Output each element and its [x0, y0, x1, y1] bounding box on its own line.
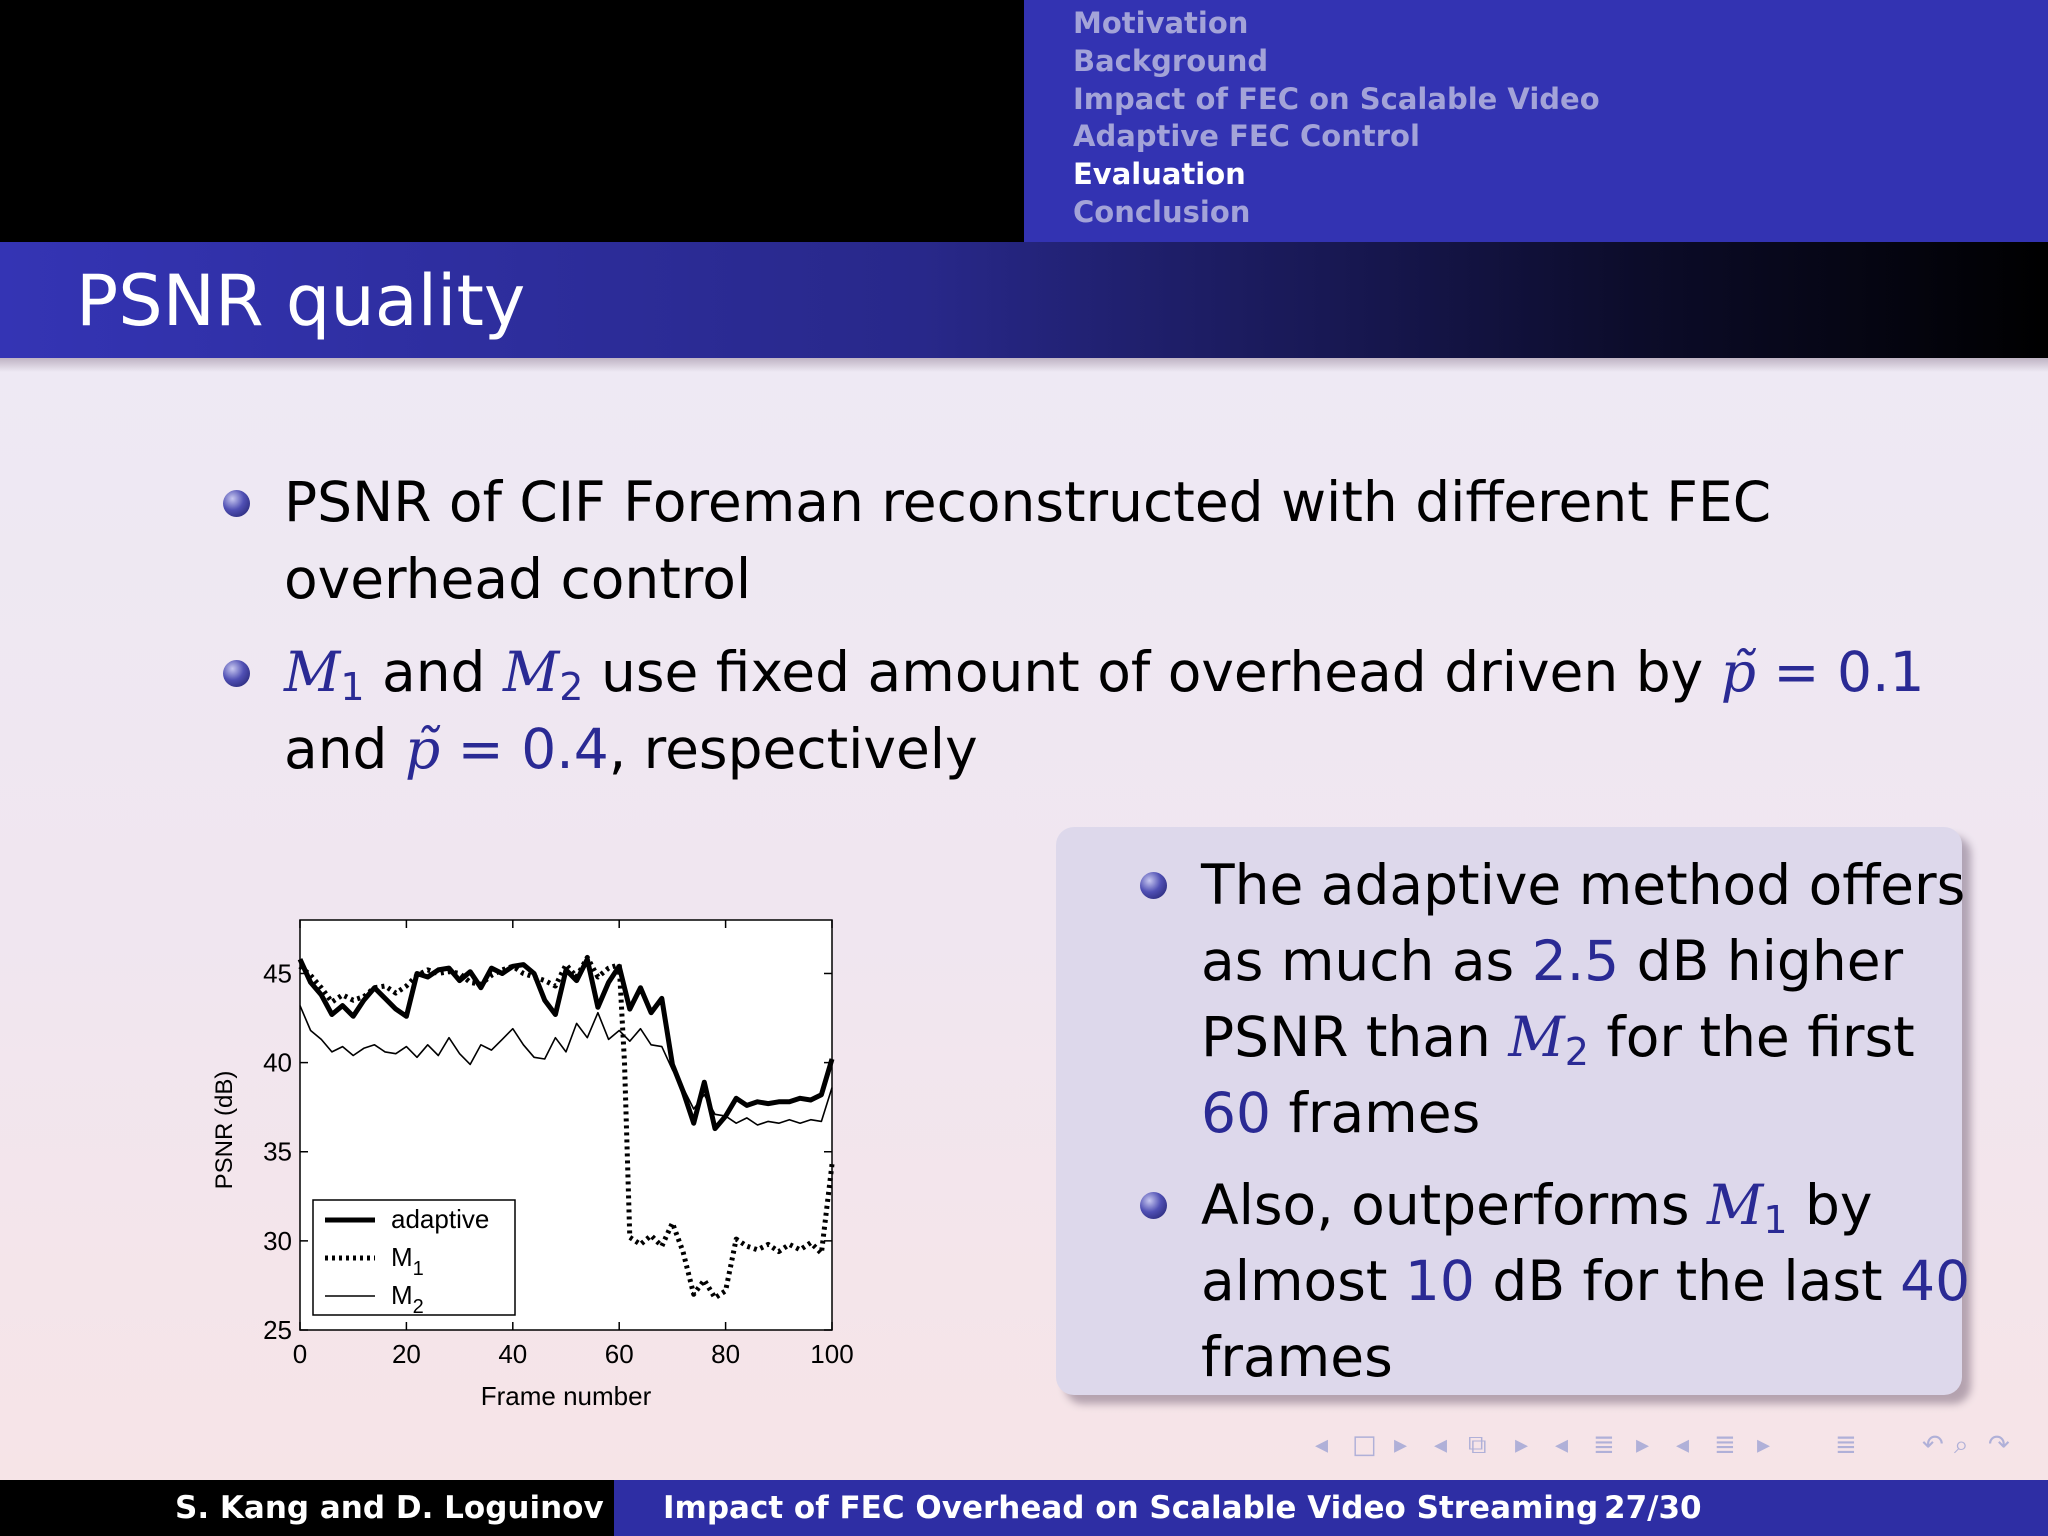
y-tick-label: 25 — [263, 1315, 292, 1345]
math-m2: M2 — [502, 640, 584, 709]
footer-title: Impact of FEC Overhead on Scalable Video… — [663, 1490, 1599, 1526]
frame-next-icon[interactable]: ▸ — [1394, 1430, 1408, 1460]
frame-icon[interactable]: □ — [1352, 1430, 1377, 1460]
nav-section-motivation[interactable]: Motivation — [1073, 6, 1249, 40]
x-tick-label: 80 — [711, 1339, 740, 1369]
highlight-box: The adaptive method offers as much as 2.… — [1056, 827, 1970, 1395]
box-bullet-2-line-1: Also, outperforms M1 by — [1201, 1173, 1873, 1242]
nav-section-background[interactable]: Background — [1073, 44, 1269, 78]
section-next-icon[interactable]: ▸ — [1636, 1430, 1650, 1460]
y-tick-label: 40 — [263, 1048, 292, 1078]
math-m1: M1 — [284, 640, 365, 709]
title-bar: PSNR quality — [0, 242, 2048, 358]
undo-icon[interactable]: ↶ — [1922, 1430, 1944, 1460]
box-bullet-2-line-2: almost 10 dB for the last 40 — [1201, 1249, 1971, 1313]
nav-section-impact[interactable]: Impact of FEC on Scalable Video — [1073, 82, 1600, 116]
box-bullet-2-line-3: frames — [1201, 1325, 1393, 1389]
header-left-band — [0, 0, 1024, 242]
bullet-1-line-1: PSNR of CIF Foreman reconstructed with d… — [284, 470, 1772, 534]
box-bullet-1-line-2: as much as 2.5 dB higher — [1201, 929, 1904, 993]
subsection-icon[interactable]: ⧉ — [1468, 1430, 1487, 1460]
subsection-prev-icon[interactable]: ◂ — [1434, 1430, 1448, 1460]
chart-x-axis-label: Frame number — [481, 1381, 652, 1411]
slide-title: PSNR quality — [76, 260, 526, 342]
toc-icon[interactable]: ≣ — [1835, 1430, 1857, 1460]
footer: S. Kang and D. Loguinov Impact of FEC Ov… — [0, 1480, 2048, 1536]
box-bullet-1-line-3: PSNR than M2 for the first — [1201, 1005, 1915, 1074]
bullet-icon — [1140, 872, 1167, 899]
box-bullet-1-line-1: The adaptive method offers — [1201, 853, 1966, 917]
y-tick-label: 35 — [263, 1137, 292, 1167]
box-bullet-1-line-4: 60 frames — [1201, 1081, 1481, 1145]
footer-right: Impact of FEC Overhead on Scalable Video… — [614, 1480, 2048, 1536]
beamer-navigation-controls: ◂ □ ▸ ◂ ⧉ ▸ ◂ ≣ ▸ ◂ ≣ ▸ ≣ ↶ ⌕ ↷ — [1310, 1430, 2030, 1464]
x-tick-label: 40 — [498, 1339, 527, 1369]
x-tick-label: 20 — [392, 1339, 421, 1369]
series-line-m1 — [298, 954, 835, 1301]
frame-prev-icon[interactable]: ◂ — [1315, 1430, 1329, 1460]
bullet-2-line-1: M1 and M2 use fixed amount of overhead d… — [284, 640, 1925, 709]
find-icon[interactable]: ⌕ — [1954, 1430, 1969, 1460]
y-tick-label: 30 — [263, 1226, 292, 1256]
x-tick-label: 0 — [293, 1339, 307, 1369]
section-prev-icon[interactable]: ◂ — [1555, 1430, 1569, 1460]
legend-label: adaptive — [391, 1204, 489, 1234]
bullet-icon — [223, 660, 250, 687]
section-icon[interactable]: ≣ — [1593, 1430, 1615, 1460]
bullet-2-line-2: and p̃ = 0.4, respectively — [284, 717, 978, 781]
footer-authors: S. Kang and D. Loguinov — [175, 1490, 604, 1526]
x-tick-label: 100 — [810, 1339, 853, 1369]
footer-left: S. Kang and D. Loguinov — [0, 1480, 614, 1536]
y-tick-label: 45 — [263, 958, 292, 988]
bullet-icon — [223, 490, 250, 517]
nav-section-evaluation[interactable]: Evaluation — [1073, 157, 1246, 191]
chart-frame — [299, 919, 833, 1331]
nav-section-conclusion[interactable]: Conclusion — [1073, 195, 1251, 229]
title-bar-shadow — [0, 358, 2048, 372]
section-navigation: Motivation Background Impact of FEC on S… — [1024, 0, 2048, 242]
subsection-next-icon[interactable]: ▸ — [1515, 1430, 1529, 1460]
subsubsection-prev-icon[interactable]: ◂ — [1676, 1430, 1690, 1460]
subsubsection-icon[interactable]: ≣ — [1714, 1430, 1736, 1460]
bullet-1-line-2: overhead control — [284, 547, 752, 611]
redo-icon[interactable]: ↷ — [1988, 1430, 2010, 1460]
x-tick-label: 60 — [605, 1339, 634, 1369]
subsubsection-next-icon[interactable]: ▸ — [1757, 1430, 1771, 1460]
nav-section-adaptive[interactable]: Adaptive FEC Control — [1073, 119, 1420, 153]
series-line-m2 — [299, 1005, 833, 1126]
bullet-icon — [1140, 1192, 1167, 1219]
chart-y-axis-label: PSNR (dB) — [211, 1071, 238, 1190]
math-p-tilde: p̃ — [1720, 640, 1756, 704]
footer-page-number: 27/30 — [1604, 1490, 1702, 1526]
